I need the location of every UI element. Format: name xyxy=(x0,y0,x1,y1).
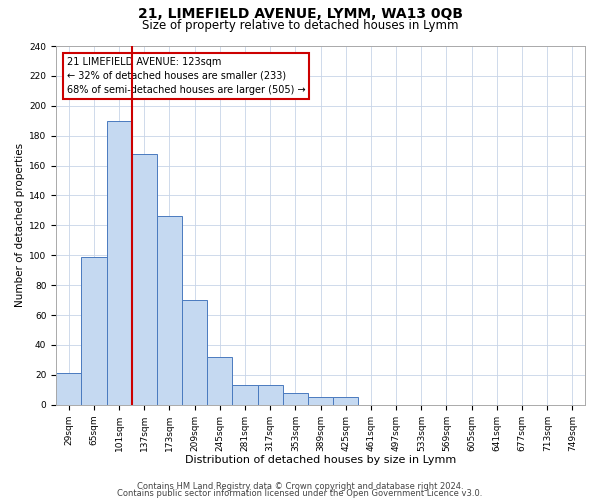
Bar xyxy=(182,300,207,405)
Bar xyxy=(131,154,157,404)
Text: 21 LIMEFIELD AVENUE: 123sqm
← 32% of detached houses are smaller (233)
68% of se: 21 LIMEFIELD AVENUE: 123sqm ← 32% of det… xyxy=(67,57,305,95)
Bar xyxy=(308,398,333,404)
Bar xyxy=(232,386,257,404)
Text: Contains public sector information licensed under the Open Government Licence v3: Contains public sector information licen… xyxy=(118,488,482,498)
Bar xyxy=(333,398,358,404)
Text: 21, LIMEFIELD AVENUE, LYMM, WA13 0QB: 21, LIMEFIELD AVENUE, LYMM, WA13 0QB xyxy=(137,8,463,22)
Bar xyxy=(157,216,182,404)
Y-axis label: Number of detached properties: Number of detached properties xyxy=(15,144,25,308)
Bar xyxy=(56,374,82,404)
Bar xyxy=(82,257,107,404)
Text: Contains HM Land Registry data © Crown copyright and database right 2024.: Contains HM Land Registry data © Crown c… xyxy=(137,482,463,491)
Text: Size of property relative to detached houses in Lymm: Size of property relative to detached ho… xyxy=(142,18,458,32)
Bar xyxy=(107,120,131,405)
X-axis label: Distribution of detached houses by size in Lymm: Distribution of detached houses by size … xyxy=(185,455,456,465)
Bar xyxy=(207,357,232,405)
Bar xyxy=(257,386,283,404)
Bar xyxy=(283,393,308,404)
